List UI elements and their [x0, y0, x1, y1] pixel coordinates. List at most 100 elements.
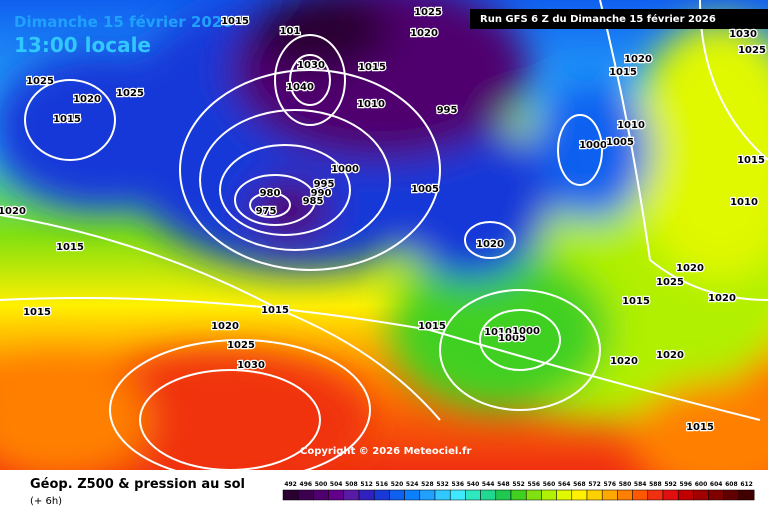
isobar-label: 1015 [737, 155, 765, 166]
scale-swatch [449, 489, 466, 501]
isobar-label: 985 [303, 196, 324, 207]
scale-label: 568 [573, 481, 586, 488]
isobar-label: 1020 [676, 263, 704, 274]
scale-label: 504 [330, 481, 343, 488]
scale-label: 564 [558, 481, 571, 488]
isobar-label: 1025 [26, 76, 54, 87]
isobar-label: 1015 [261, 305, 289, 316]
isobar-label: 1015 [686, 422, 714, 433]
isobar-label: 1010 [484, 327, 512, 338]
isobar-label: 1030 [297, 60, 325, 71]
date: Dimanche 15 février 2026 [14, 13, 233, 31]
isobar-label: 1005 [498, 333, 526, 344]
scale-swatch [723, 489, 740, 501]
scale-label: 512 [360, 481, 373, 488]
isobar-label: 1015 [53, 114, 81, 125]
scale-swatch [404, 489, 421, 501]
isobar-label: 1025 [227, 340, 255, 351]
legend-subtitle: (+ 6h) [30, 496, 62, 507]
scale-swatch [480, 489, 497, 501]
scale-label: 520 [391, 481, 404, 488]
isobar-label: 990 [311, 188, 332, 199]
scale-swatch [419, 489, 436, 501]
run-info: Run GFS 6 Z du Dimanche 15 février 2026 [480, 13, 716, 25]
scale-label: 600 [695, 481, 708, 488]
run-banner [470, 9, 768, 29]
isobar-label: 1025 [116, 88, 144, 99]
isobar-label: 1015 [56, 242, 84, 253]
scale-swatch [601, 489, 618, 501]
scale-swatch [677, 489, 694, 501]
scale-swatch [373, 489, 390, 501]
isobar-label: 1000 [512, 326, 540, 337]
isobar-label: 1000 [579, 140, 607, 151]
isobar-label: 1005 [411, 184, 439, 195]
isobar-label: 1020 [73, 94, 101, 105]
scale-swatch [617, 489, 633, 501]
isobar-label: 1015 [358, 62, 386, 73]
scale-swatch [556, 489, 573, 501]
scale-label: 516 [376, 481, 389, 488]
scale-label: 576 [604, 481, 617, 488]
isobar-label: 975 [256, 206, 277, 217]
scale-label: 548 [497, 481, 510, 488]
scale-swatch [541, 489, 557, 501]
isobar-label: 1030 [237, 360, 265, 371]
isobar-label: 1005 [606, 137, 634, 148]
scale-label: 536 [452, 481, 465, 488]
isobar-label: 1015 [23, 307, 51, 318]
scale-label: 496 [300, 481, 313, 488]
field [0, 0, 768, 480]
isobars [0, 0, 768, 480]
isobar-label: 1010 [617, 120, 645, 131]
scale-swatch [662, 489, 679, 501]
legend-title: Géop. Z500 & pression au sol [30, 477, 245, 492]
isobar-label: 1025 [414, 7, 442, 18]
isobar-label: 1020 [0, 206, 26, 217]
scale-swatch [708, 489, 725, 501]
isobar-labels: 1015 1025 1020 101 1030 1040 1015 1025 1020 1025 1… [0, 6, 767, 435]
isobar-label: 1020 [211, 321, 239, 332]
color-scale: 492 496 500 504 508 512 516 520 524 528 532 536 540 5… [282, 481, 755, 501]
scale-swatch [495, 489, 512, 501]
isobar-label: 1030 [729, 29, 757, 40]
isobar-label: 1010 [357, 99, 385, 110]
time: 13:00 locale [14, 33, 151, 57]
scale-swatch [434, 489, 451, 501]
isobar-label: 1025 [738, 45, 766, 56]
scale-swatch [465, 489, 481, 501]
scale-label: 544 [482, 481, 495, 488]
scale-swatch [358, 489, 375, 501]
isobar-label: 1015 [609, 67, 637, 78]
scale-label: 528 [421, 481, 434, 488]
scale-label: 524 [406, 481, 419, 488]
scale-label: 584 [634, 481, 647, 488]
scale-label: 608 [725, 481, 738, 488]
copyright: Copyright © 2026 Meteociel.fr [300, 446, 471, 457]
scale-label: 508 [345, 481, 358, 488]
scale-label: 552 [512, 481, 525, 488]
scale-label: 596 [680, 481, 693, 488]
scale-label: 572 [588, 481, 601, 488]
scale-label: 532 [436, 481, 449, 488]
isobar-label: 1020 [410, 28, 438, 39]
scale-swatch [632, 489, 649, 501]
scale-label: 580 [619, 481, 632, 488]
scale-label: 500 [315, 481, 328, 488]
scale-swatch [738, 489, 755, 501]
isobar-label: 1020 [708, 293, 736, 304]
isobar-label: 1010 [730, 197, 758, 208]
scale-label: 492 [284, 481, 297, 488]
scale-label: 612 [740, 481, 753, 488]
isobar-label: 980 [260, 188, 281, 199]
scale-swatch [343, 489, 360, 501]
isobar-label: 1015 [622, 296, 650, 307]
scale-label: 588 [649, 481, 662, 488]
isobar-label: 1020 [624, 54, 652, 65]
isobar-label: 1025 [656, 277, 684, 288]
scale-label: 560 [543, 481, 556, 488]
isobar-label: 1020 [610, 356, 638, 367]
isobar-label: 995 [314, 179, 335, 190]
scale-swatch [328, 489, 345, 501]
